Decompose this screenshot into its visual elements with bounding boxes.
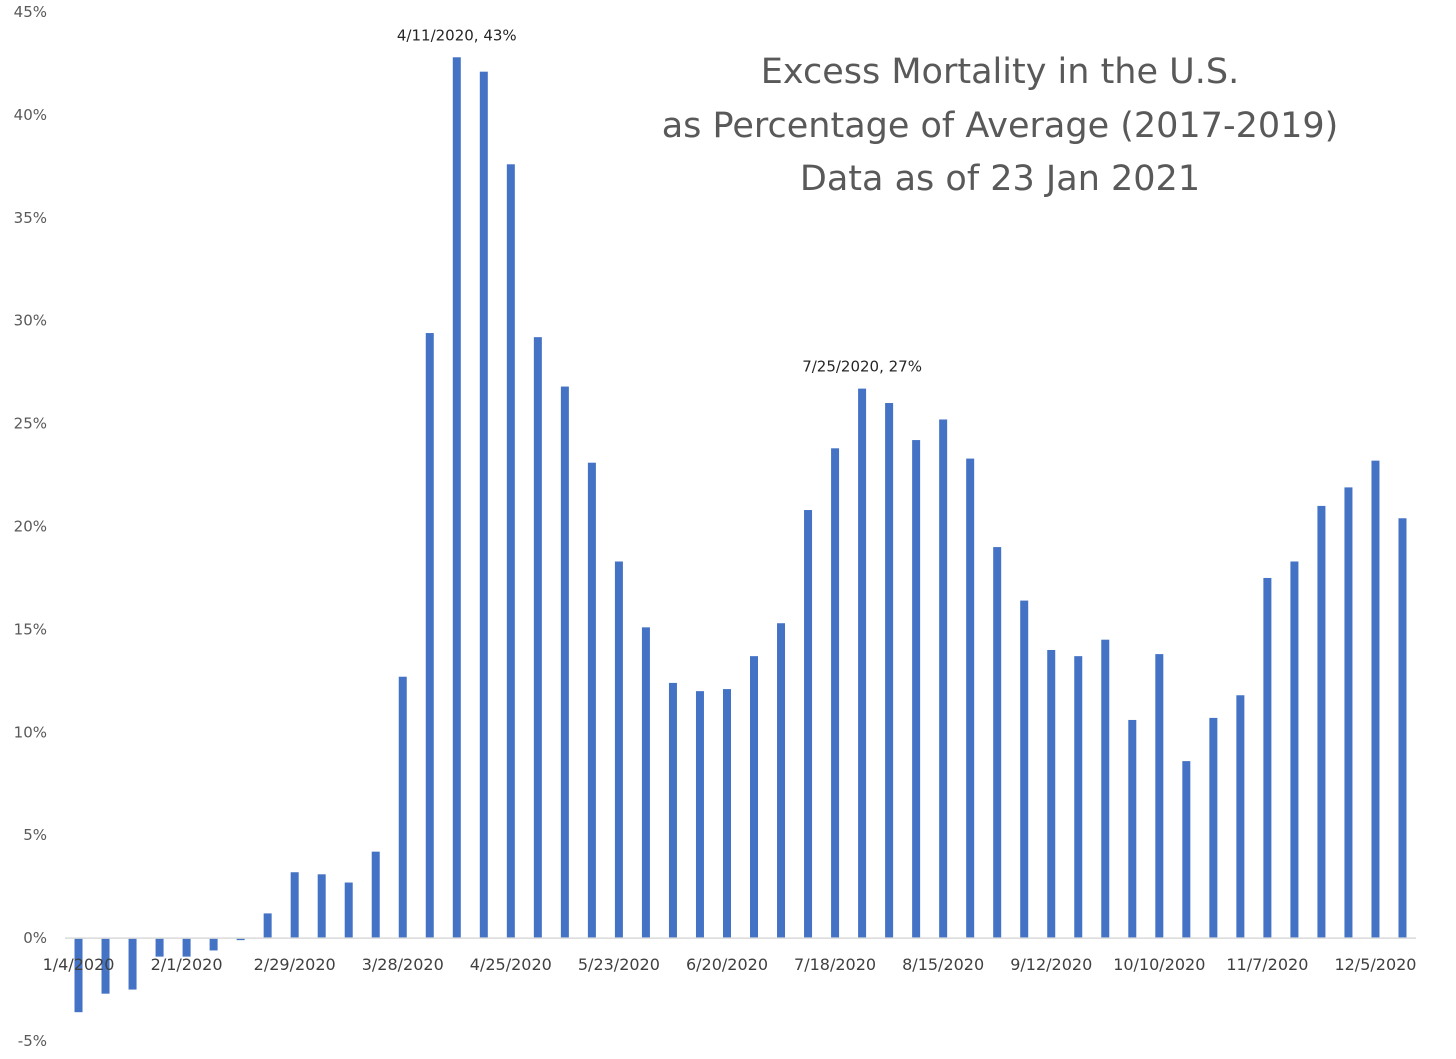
chart-title-line-3: Data as of 23 Jan 2021 [800, 159, 1200, 199]
y-tick-label: 30% [14, 312, 47, 330]
bar [641, 627, 650, 939]
x-tick-label: 5/23/2020 [578, 955, 660, 974]
bar [912, 440, 921, 939]
bar [1371, 460, 1380, 939]
bar [695, 691, 704, 939]
bar [1290, 561, 1299, 939]
bar [804, 510, 813, 939]
bar [209, 938, 218, 951]
bar [750, 656, 759, 939]
data-annotations: 4/11/2020, 43% 7/25/2020, 27% [397, 26, 922, 375]
y-tick-label: 45% [14, 3, 47, 21]
x-tick-label: 2/29/2020 [254, 955, 336, 974]
bar [1263, 577, 1272, 939]
bar [182, 938, 191, 957]
chart-title-line-2: as Percentage of Average (2017-2019) [662, 106, 1339, 146]
x-tick-label: 4/25/2020 [470, 955, 552, 974]
x-tick-label: 1/4/2020 [43, 955, 115, 974]
bar [1398, 518, 1407, 939]
bar [1155, 654, 1164, 939]
bar [668, 682, 677, 939]
y-axis: -5% 0% 5% 10% 15% 20% 25% 30% 35% 40% 45% [14, 3, 47, 1050]
bar [1074, 656, 1083, 939]
y-tick-label: 20% [14, 518, 47, 536]
bar [479, 71, 488, 939]
y-tick-label: 5% [23, 826, 47, 844]
x-tick-label: 3/28/2020 [362, 955, 444, 974]
bar [831, 448, 840, 939]
y-tick-label: 25% [14, 415, 47, 433]
bar [452, 57, 461, 939]
x-tick-label: 7/18/2020 [794, 955, 876, 974]
bar [371, 851, 380, 939]
bar [587, 462, 596, 939]
bar [939, 419, 948, 939]
bar [1020, 600, 1029, 939]
bar [1317, 505, 1326, 939]
bar [263, 913, 272, 939]
y-tick-label: 0% [23, 929, 47, 947]
bar [236, 938, 245, 941]
bar [425, 333, 434, 939]
x-tick-label: 6/20/2020 [686, 955, 768, 974]
x-tick-label: 9/12/2020 [1010, 955, 1092, 974]
bar [966, 458, 975, 939]
x-tick-label: 2/1/2020 [151, 955, 223, 974]
bar [398, 676, 407, 939]
bar [858, 388, 867, 939]
bar [1047, 649, 1056, 939]
y-tick-label: 15% [14, 620, 47, 638]
data-label: 4/11/2020, 43% [397, 26, 517, 44]
bar [1236, 695, 1245, 939]
y-tick-label: 35% [14, 209, 47, 227]
data-label: 7/25/2020, 27% [802, 358, 922, 376]
x-tick-label: 10/10/2020 [1113, 955, 1205, 974]
bar [560, 386, 569, 939]
bar [290, 872, 299, 939]
bar [777, 623, 786, 939]
bar [1344, 487, 1353, 939]
bar [344, 882, 353, 939]
y-tick-label: -5% [18, 1032, 47, 1050]
bar [993, 547, 1002, 939]
bar [506, 164, 515, 939]
bar [614, 561, 623, 939]
bar [155, 938, 164, 957]
x-tick-label: 11/7/2020 [1226, 955, 1308, 974]
bar [885, 403, 894, 939]
bar [533, 337, 542, 939]
bar [1128, 719, 1137, 939]
bar [1182, 761, 1191, 939]
bar [317, 874, 326, 939]
y-tick-label: 40% [14, 106, 47, 124]
chart-title-line-1: Excess Mortality in the U.S. [761, 52, 1239, 92]
bar [1209, 717, 1218, 939]
bar [74, 938, 83, 1013]
bar-series [74, 57, 1407, 1013]
bar [722, 689, 731, 939]
bar [128, 938, 137, 990]
x-tick-label: 12/5/2020 [1334, 955, 1416, 974]
bar [101, 938, 110, 994]
y-tick-label: 10% [14, 723, 47, 741]
chart-title: Excess Mortality in the U.S. as Percenta… [662, 52, 1339, 199]
x-tick-label: 8/15/2020 [902, 955, 984, 974]
x-axis: 1/4/2020 2/1/2020 2/29/2020 3/28/2020 4/25/2… [43, 955, 1417, 974]
bar [1101, 639, 1110, 939]
